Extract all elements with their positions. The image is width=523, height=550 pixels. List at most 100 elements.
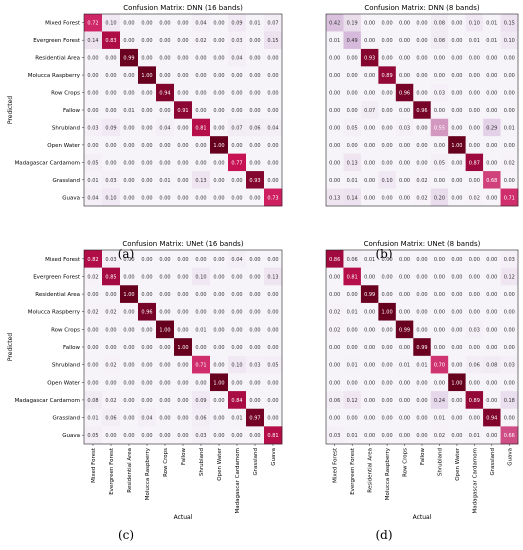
heatmap-cell xyxy=(210,14,229,32)
cell-value-label: 0.00 xyxy=(249,310,260,316)
cell-value-label: 0.00 xyxy=(382,125,393,131)
cell-value-label: 0.00 xyxy=(364,345,375,351)
cell-value-label: 0.00 xyxy=(364,178,375,184)
heatmap-cell xyxy=(483,391,501,410)
heatmap-cell xyxy=(102,48,121,67)
heatmap-cell xyxy=(465,426,484,445)
cell-value-label: 0.00 xyxy=(141,380,152,386)
cell-value-label: 0.00 xyxy=(416,143,427,149)
heatmap-cell xyxy=(138,267,157,286)
heatmap-cell xyxy=(343,267,362,286)
heatmap-cell xyxy=(465,285,484,304)
heatmap-cell xyxy=(378,302,397,321)
x-tick-label: Grassland xyxy=(253,448,259,476)
cell-value-label: 0.00 xyxy=(451,73,462,79)
cell-value-label: 0.29 xyxy=(486,125,497,131)
cell-value-label: 0.00 xyxy=(195,91,206,97)
cell-value-label: 0.00 xyxy=(347,56,358,62)
cell-value-label: 0.00 xyxy=(486,327,497,333)
heatmap-cell xyxy=(174,14,193,32)
cell-value-label: 0.18 xyxy=(504,398,515,404)
cell-value-label: 0.00 xyxy=(504,345,515,351)
x-tick-label: Mixed Forest xyxy=(333,447,339,483)
heatmap-cell xyxy=(192,302,211,321)
heatmap-cell xyxy=(264,136,283,154)
heatmap-cell xyxy=(483,408,501,427)
heatmap-cell xyxy=(174,267,193,286)
heatmap-cell xyxy=(360,355,379,374)
cell-value-label: 0.00 xyxy=(231,91,242,97)
cell-value-label: 0.00 xyxy=(451,257,462,263)
cell-value-label: 0.06 xyxy=(347,257,358,263)
heatmap-cell xyxy=(395,31,414,50)
heatmap-cell xyxy=(413,426,432,445)
cell-value-label: 0.97 xyxy=(249,416,260,422)
cell-value-label: 0.00 xyxy=(399,143,410,149)
cell-value-label: 0.00 xyxy=(486,310,497,316)
heatmap-cell xyxy=(430,250,449,268)
cell-value-label: 0.00 xyxy=(159,363,170,369)
cell-value-label: 0.00 xyxy=(486,433,497,439)
heatmap-cell xyxy=(413,188,432,207)
cell-value-label: 0.00 xyxy=(451,108,462,114)
heatmap-cell xyxy=(156,188,175,207)
heatmap-cell xyxy=(192,391,211,410)
heatmap-cell xyxy=(120,285,139,304)
cell-value-label: 0.00 xyxy=(213,345,224,351)
heatmap-cell xyxy=(413,31,432,50)
heatmap-cell xyxy=(192,101,211,120)
cell-value-label: 0.02 xyxy=(469,195,480,201)
cell-value-label: 0.00 xyxy=(105,143,116,149)
y-tick-label: Evergreen Forest xyxy=(33,38,81,44)
y-tick-label: Madagascar Cardamom xyxy=(15,160,80,166)
cell-value-label: 0.00 xyxy=(123,178,134,184)
heatmap-cell xyxy=(138,48,157,67)
heatmap-cell xyxy=(264,48,283,67)
heatmap-cell xyxy=(483,302,501,321)
heatmap-cell xyxy=(326,83,344,102)
cell-value-label: 0.00 xyxy=(347,327,358,333)
cell-value-label: 0.00 xyxy=(249,108,260,114)
heatmap-cell xyxy=(102,408,121,427)
cell-value-label: 0.00 xyxy=(504,108,515,114)
cell-value-label: 0.13 xyxy=(267,274,278,280)
cell-value-label: 0.04 xyxy=(195,21,206,27)
cell-value-label: 0.00 xyxy=(213,108,224,114)
cell-value-label: 0.00 xyxy=(504,91,515,97)
cell-value-label: 0.00 xyxy=(382,327,393,333)
cell-value-label: 0.02 xyxy=(87,274,98,280)
heatmap-cell xyxy=(360,426,379,445)
cell-value-label: 0.00 xyxy=(249,38,260,44)
cell-value-label: 0.00 xyxy=(416,125,427,131)
heatmap-cell xyxy=(228,101,247,120)
cell-value-label: 0.77 xyxy=(231,160,242,166)
cell-value-label: 0.00 xyxy=(382,257,393,263)
cell-value-label: 0.02 xyxy=(105,310,116,316)
heatmap-cell xyxy=(360,285,379,304)
heatmap-cell xyxy=(343,391,362,410)
cell-value-label: 0.00 xyxy=(195,73,206,79)
heatmap-cell xyxy=(430,48,449,67)
cell-value-label: 0.00 xyxy=(195,56,206,62)
x-tick-label: Open Water xyxy=(455,447,461,480)
y-tick-label: Residential Area xyxy=(35,292,80,298)
cell-value-label: 0.00 xyxy=(87,380,98,386)
cell-value-label: 0.00 xyxy=(231,327,242,333)
cell-value-label: 0.99 xyxy=(416,345,427,351)
heatmap-cell xyxy=(120,355,139,374)
heatmap-cell xyxy=(210,101,229,120)
y-tick-label: Guava xyxy=(62,433,80,439)
cell-value-label: 0.00 xyxy=(141,292,152,298)
cell-value-label: 0.00 xyxy=(105,380,116,386)
cell-value-label: 0.00 xyxy=(329,416,340,422)
heatmap-cell xyxy=(465,48,484,67)
y-tick-label: Guava xyxy=(62,195,80,201)
plot-frame xyxy=(325,13,519,207)
cell-value-label: 0.00 xyxy=(486,380,497,386)
heatmap-cell xyxy=(413,250,432,268)
heatmap-cell xyxy=(465,171,484,189)
y-tick-label: Molucca Raspberry xyxy=(28,310,81,316)
heatmap-cell xyxy=(210,31,229,50)
cell-value-label: 0.00 xyxy=(486,257,497,263)
cell-value-label: 0.02 xyxy=(416,195,427,201)
